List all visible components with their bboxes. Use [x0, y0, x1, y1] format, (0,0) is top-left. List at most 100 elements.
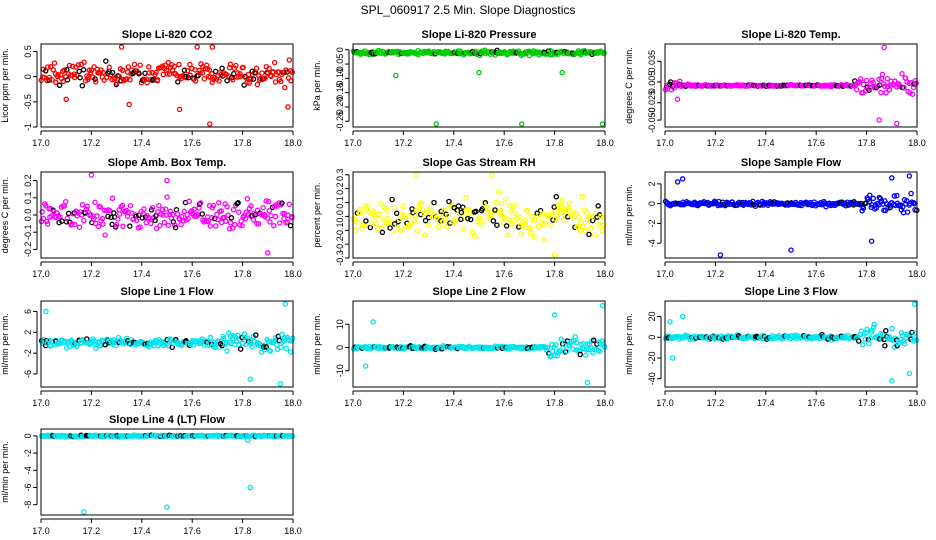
- outlier-point: [413, 172, 419, 178]
- data-point: [242, 216, 249, 222]
- data-point: [72, 221, 78, 228]
- outlier-point: [370, 319, 376, 325]
- x-tick-label: 17.6: [495, 138, 513, 148]
- data-point: [84, 203, 90, 210]
- data-point: [866, 340, 872, 347]
- data-point: [153, 213, 159, 219]
- data-point: [353, 219, 360, 225]
- outlier-point: [519, 121, 525, 127]
- data-point: [876, 76, 882, 83]
- data-point: [892, 78, 898, 84]
- outlier-point: [667, 318, 673, 325]
- data-point: [882, 342, 888, 349]
- y-tick-label: -2: [23, 449, 33, 457]
- x-tick-label: 17.8: [234, 398, 252, 408]
- data-point: [107, 208, 113, 214]
- outlier-point: [433, 121, 439, 127]
- data-point: [880, 331, 886, 337]
- data-point: [176, 61, 182, 68]
- data-point: [422, 232, 428, 239]
- y-tick-label: -0.10: [335, 68, 345, 89]
- data-point: [577, 351, 583, 358]
- data-point: [241, 331, 248, 337]
- panel-sampleflow: Slope Sample Flow ml/min per min. 17.0 17.2…: [624, 157, 926, 279]
- data-point: [109, 195, 116, 202]
- data-point: [867, 192, 873, 198]
- data-point: [394, 222, 401, 228]
- x-tick-label: 17.4: [757, 138, 775, 148]
- data-point: [94, 213, 100, 219]
- data-point: [860, 341, 866, 348]
- data-point: [265, 198, 272, 205]
- x-tick-label: 17.8: [546, 398, 564, 408]
- plot-frame: [40, 428, 294, 516]
- data-point: [81, 59, 87, 65]
- data-point: [473, 208, 479, 215]
- data-point: [230, 206, 237, 213]
- data-point: [502, 196, 509, 202]
- data-point: [541, 237, 547, 243]
- data-point: [412, 214, 419, 220]
- data-point: [493, 199, 499, 205]
- data-point: [127, 223, 133, 229]
- data-point: [472, 233, 478, 240]
- y-tick-label: -0.25: [335, 111, 345, 132]
- y-tick-label: -0.1: [23, 224, 33, 240]
- data-point: [879, 71, 886, 78]
- data-point: [400, 203, 406, 210]
- data-point: [199, 211, 206, 217]
- data-point: [97, 204, 104, 210]
- data-point: [271, 222, 277, 229]
- data-point: [175, 79, 181, 85]
- data-point: [357, 210, 364, 216]
- plot-frame: [40, 43, 294, 128]
- data-point: [516, 214, 523, 220]
- data-point: [141, 76, 148, 83]
- data-point: [136, 71, 142, 77]
- x-tick-label: 17.4: [133, 398, 151, 408]
- data-point: [108, 214, 114, 221]
- data-point: [239, 222, 245, 229]
- data-point: [443, 223, 450, 230]
- data-point: [904, 209, 911, 215]
- plot-frame: [664, 300, 918, 388]
- data-point: [109, 69, 116, 76]
- x-tick-label: 17.6: [183, 138, 201, 148]
- data-point: [157, 222, 163, 229]
- y-tick-label: 2: [23, 330, 33, 335]
- data-point: [860, 81, 867, 88]
- data-point: [477, 221, 484, 227]
- data-point: [566, 200, 573, 206]
- outlier-point: [881, 44, 887, 51]
- data-point: [729, 199, 735, 205]
- y-axis-label: ml/min per min.: [0, 441, 10, 503]
- data-point: [461, 226, 467, 232]
- x-tick-label: 17.4: [445, 269, 463, 279]
- data-point: [574, 339, 580, 346]
- outlier-point: [906, 370, 913, 377]
- y-tick-label: 0.0: [23, 209, 33, 222]
- data-point: [864, 326, 870, 333]
- data-point: [563, 348, 570, 355]
- data-point: [77, 74, 83, 81]
- x-tick-label: 17.0: [32, 138, 50, 148]
- outlier-point: [194, 44, 200, 50]
- data-point: [584, 210, 590, 216]
- data-point: [272, 213, 279, 220]
- data-point: [506, 216, 512, 223]
- x-tick-label: 17.8: [234, 526, 252, 536]
- data-point: [231, 221, 238, 228]
- x-tick-label: 18.0: [596, 269, 614, 279]
- panel-line1: Slope Line 1 Flow ml/min per min. 17.0 17.2…: [0, 286, 302, 408]
- x-tick-label: 17.2: [707, 269, 725, 279]
- outlier-point: [551, 312, 558, 318]
- data-point: [458, 216, 464, 223]
- data-point: [264, 215, 271, 221]
- data-point: [115, 216, 121, 222]
- data-point: [406, 212, 412, 218]
- data-point: [586, 231, 592, 238]
- data-point: [181, 208, 187, 215]
- outlier-point: [717, 252, 724, 258]
- x-tick-label: 18.0: [908, 269, 926, 279]
- x-tick-label: 17.6: [807, 138, 825, 148]
